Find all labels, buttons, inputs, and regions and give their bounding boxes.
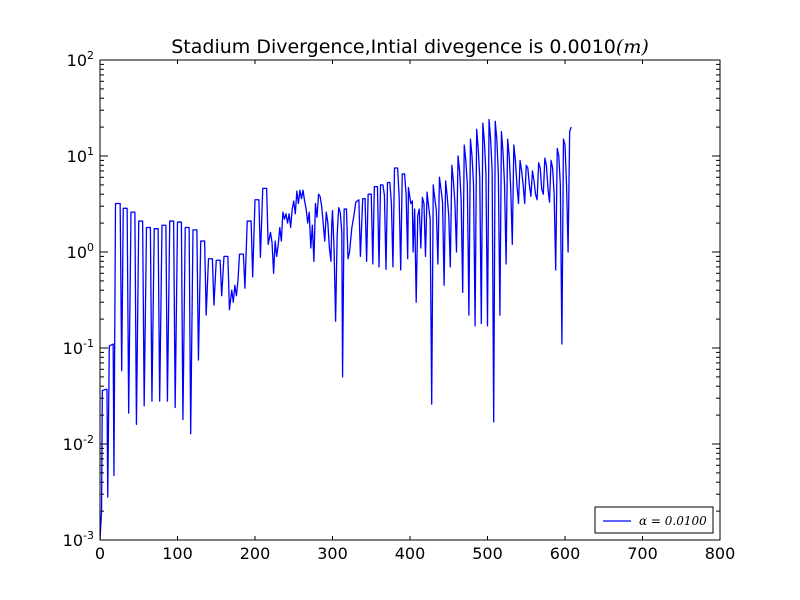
x-tick-label-6: 600 xyxy=(550,544,581,563)
x-tick-label-2: 200 xyxy=(240,544,271,563)
x-tick-label-0: 0 xyxy=(95,544,105,563)
x-tick-label-3: 300 xyxy=(317,544,348,563)
plot-area xyxy=(100,118,572,540)
y-tick-label-0: 10-3 xyxy=(63,529,94,550)
chart-title: Stadium Divergence,Intial divegence is 0… xyxy=(171,36,649,58)
x-tick-label-4: 400 xyxy=(395,544,426,563)
legend-label-0: α = 0.0100 xyxy=(639,514,707,528)
x-tick-label-5: 500 xyxy=(472,544,503,563)
y-tick-label-2: 10-1 xyxy=(63,337,94,358)
x-tick-label-1: 100 xyxy=(162,544,193,563)
chart-title-group: Stadium Divergence,Intial divegence is 0… xyxy=(171,36,649,58)
x-tick-label-8: 800 xyxy=(705,544,736,563)
y-tick-label-4: 101 xyxy=(67,145,94,166)
chart-title-text: Stadium Divergence,Intial divegence is 0… xyxy=(171,36,616,58)
legend-box xyxy=(594,506,714,534)
y-tick-label-1: 10-2 xyxy=(63,433,94,454)
series-line-0 xyxy=(100,118,572,540)
chart-title-unit: (m) xyxy=(616,36,649,58)
y-tick-label-3: 100 xyxy=(67,241,94,262)
legend: α = 0.0100 xyxy=(594,506,714,534)
axes: 0 100 200 300 400 500 600 700 800 10-3 10-2 10-1 100… xyxy=(63,49,736,563)
x-tick-label-7: 700 xyxy=(627,544,658,563)
y-tick-label-5: 102 xyxy=(67,49,94,70)
